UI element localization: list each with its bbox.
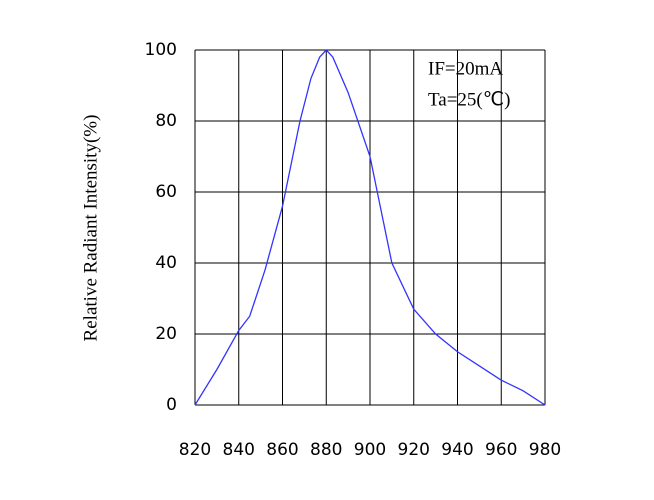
x-tick-label: 820 <box>179 440 211 460</box>
data-line <box>194 49 546 406</box>
x-tick-label: 860 <box>266 440 298 460</box>
x-tick-label: 840 <box>223 440 255 460</box>
x-tick-label: 960 <box>485 440 517 460</box>
y-tick-label: 80 <box>155 111 177 131</box>
y-tick-label: 100 <box>145 40 177 60</box>
y-tick-label: 40 <box>155 253 177 273</box>
x-tick-label: 920 <box>398 440 430 460</box>
annotation: Ta=25(℃) <box>428 89 510 110</box>
x-tick-label: 900 <box>354 440 386 460</box>
y-axis-title: Relative Radiant Intensity(%) <box>80 115 101 342</box>
annotation: IF=20mA <box>428 58 503 79</box>
y-tick-label: 60 <box>155 182 177 202</box>
x-tick-label: 940 <box>441 440 473 460</box>
x-tick-label: 880 <box>310 440 342 460</box>
x-tick-label: 980 <box>529 440 561 460</box>
y-tick-label: 20 <box>155 324 177 344</box>
y-tick-label: 0 <box>166 395 177 415</box>
